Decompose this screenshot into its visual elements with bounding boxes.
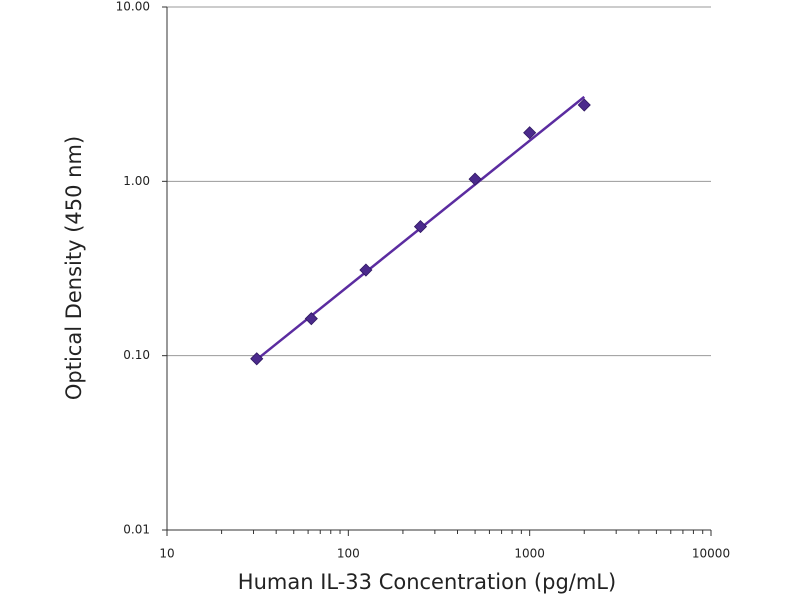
x-tick-label: 10000 [692, 547, 730, 561]
y-axis-label: Optical Density (450 nm) [62, 136, 86, 400]
y-tick-label: 0.10 [123, 348, 150, 362]
data-point [523, 126, 537, 140]
data-point [304, 312, 318, 326]
x-tick-label: 10 [159, 547, 174, 561]
y-tick-label: 10.00 [116, 0, 150, 14]
data-point [359, 263, 373, 277]
y-tick-label: 1.00 [123, 174, 150, 188]
data-point [413, 220, 428, 234]
x-tick-label: 1000 [514, 547, 545, 561]
y-tick-label: 0.01 [123, 523, 150, 537]
x-tick-label: 100 [337, 547, 360, 561]
data-point [577, 98, 591, 112]
data-point [250, 352, 264, 366]
x-axis-label: Human IL-33 Concentration (pg/mL) [238, 570, 616, 594]
data-point [468, 172, 482, 186]
